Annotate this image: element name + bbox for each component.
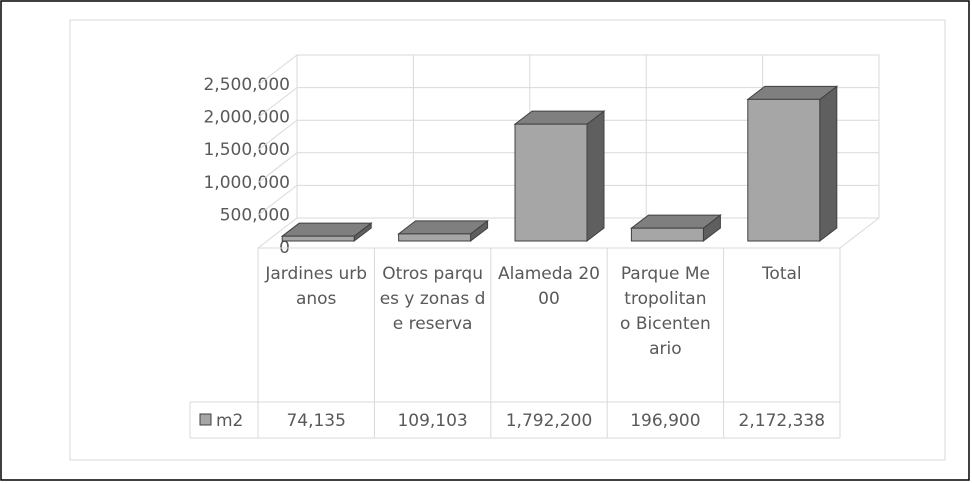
table-value: 74,135 bbox=[286, 411, 345, 431]
grid-line bbox=[257, 54, 879, 86]
x-tick-label: Otros parques y zonas de reserva bbox=[379, 264, 486, 334]
bar-side bbox=[819, 85, 838, 243]
legend-label: m2 bbox=[216, 411, 243, 431]
bar-side bbox=[586, 110, 605, 243]
y-tick-label: 500,000 bbox=[220, 205, 290, 225]
floor-edge bbox=[839, 217, 880, 249]
y-tick-label: 2,000,000 bbox=[203, 108, 290, 128]
bar bbox=[514, 123, 588, 242]
x-tick-label: Parque Metropolitano Bicentenario bbox=[620, 264, 711, 359]
x-tick-label: Alameda 2000 bbox=[497, 264, 601, 309]
table-value: 196,900 bbox=[630, 411, 700, 431]
table-value: 2,172,338 bbox=[739, 411, 826, 431]
bar bbox=[630, 227, 704, 242]
chart-area bbox=[69, 19, 946, 461]
bar bbox=[747, 98, 821, 242]
y-tick-label: 1,500,000 bbox=[203, 140, 290, 160]
table-value: 109,103 bbox=[397, 411, 467, 431]
x-tick-label: Total bbox=[761, 264, 802, 284]
y-tick-label: 1,000,000 bbox=[203, 173, 290, 193]
table-value: 1,792,200 bbox=[506, 411, 593, 431]
x-tick-label: Jardines urbanos bbox=[265, 264, 368, 309]
bar bbox=[398, 233, 472, 242]
bar bbox=[281, 235, 355, 242]
legend-swatch bbox=[199, 413, 212, 426]
y-tick-label: 2,500,000 bbox=[203, 75, 290, 95]
